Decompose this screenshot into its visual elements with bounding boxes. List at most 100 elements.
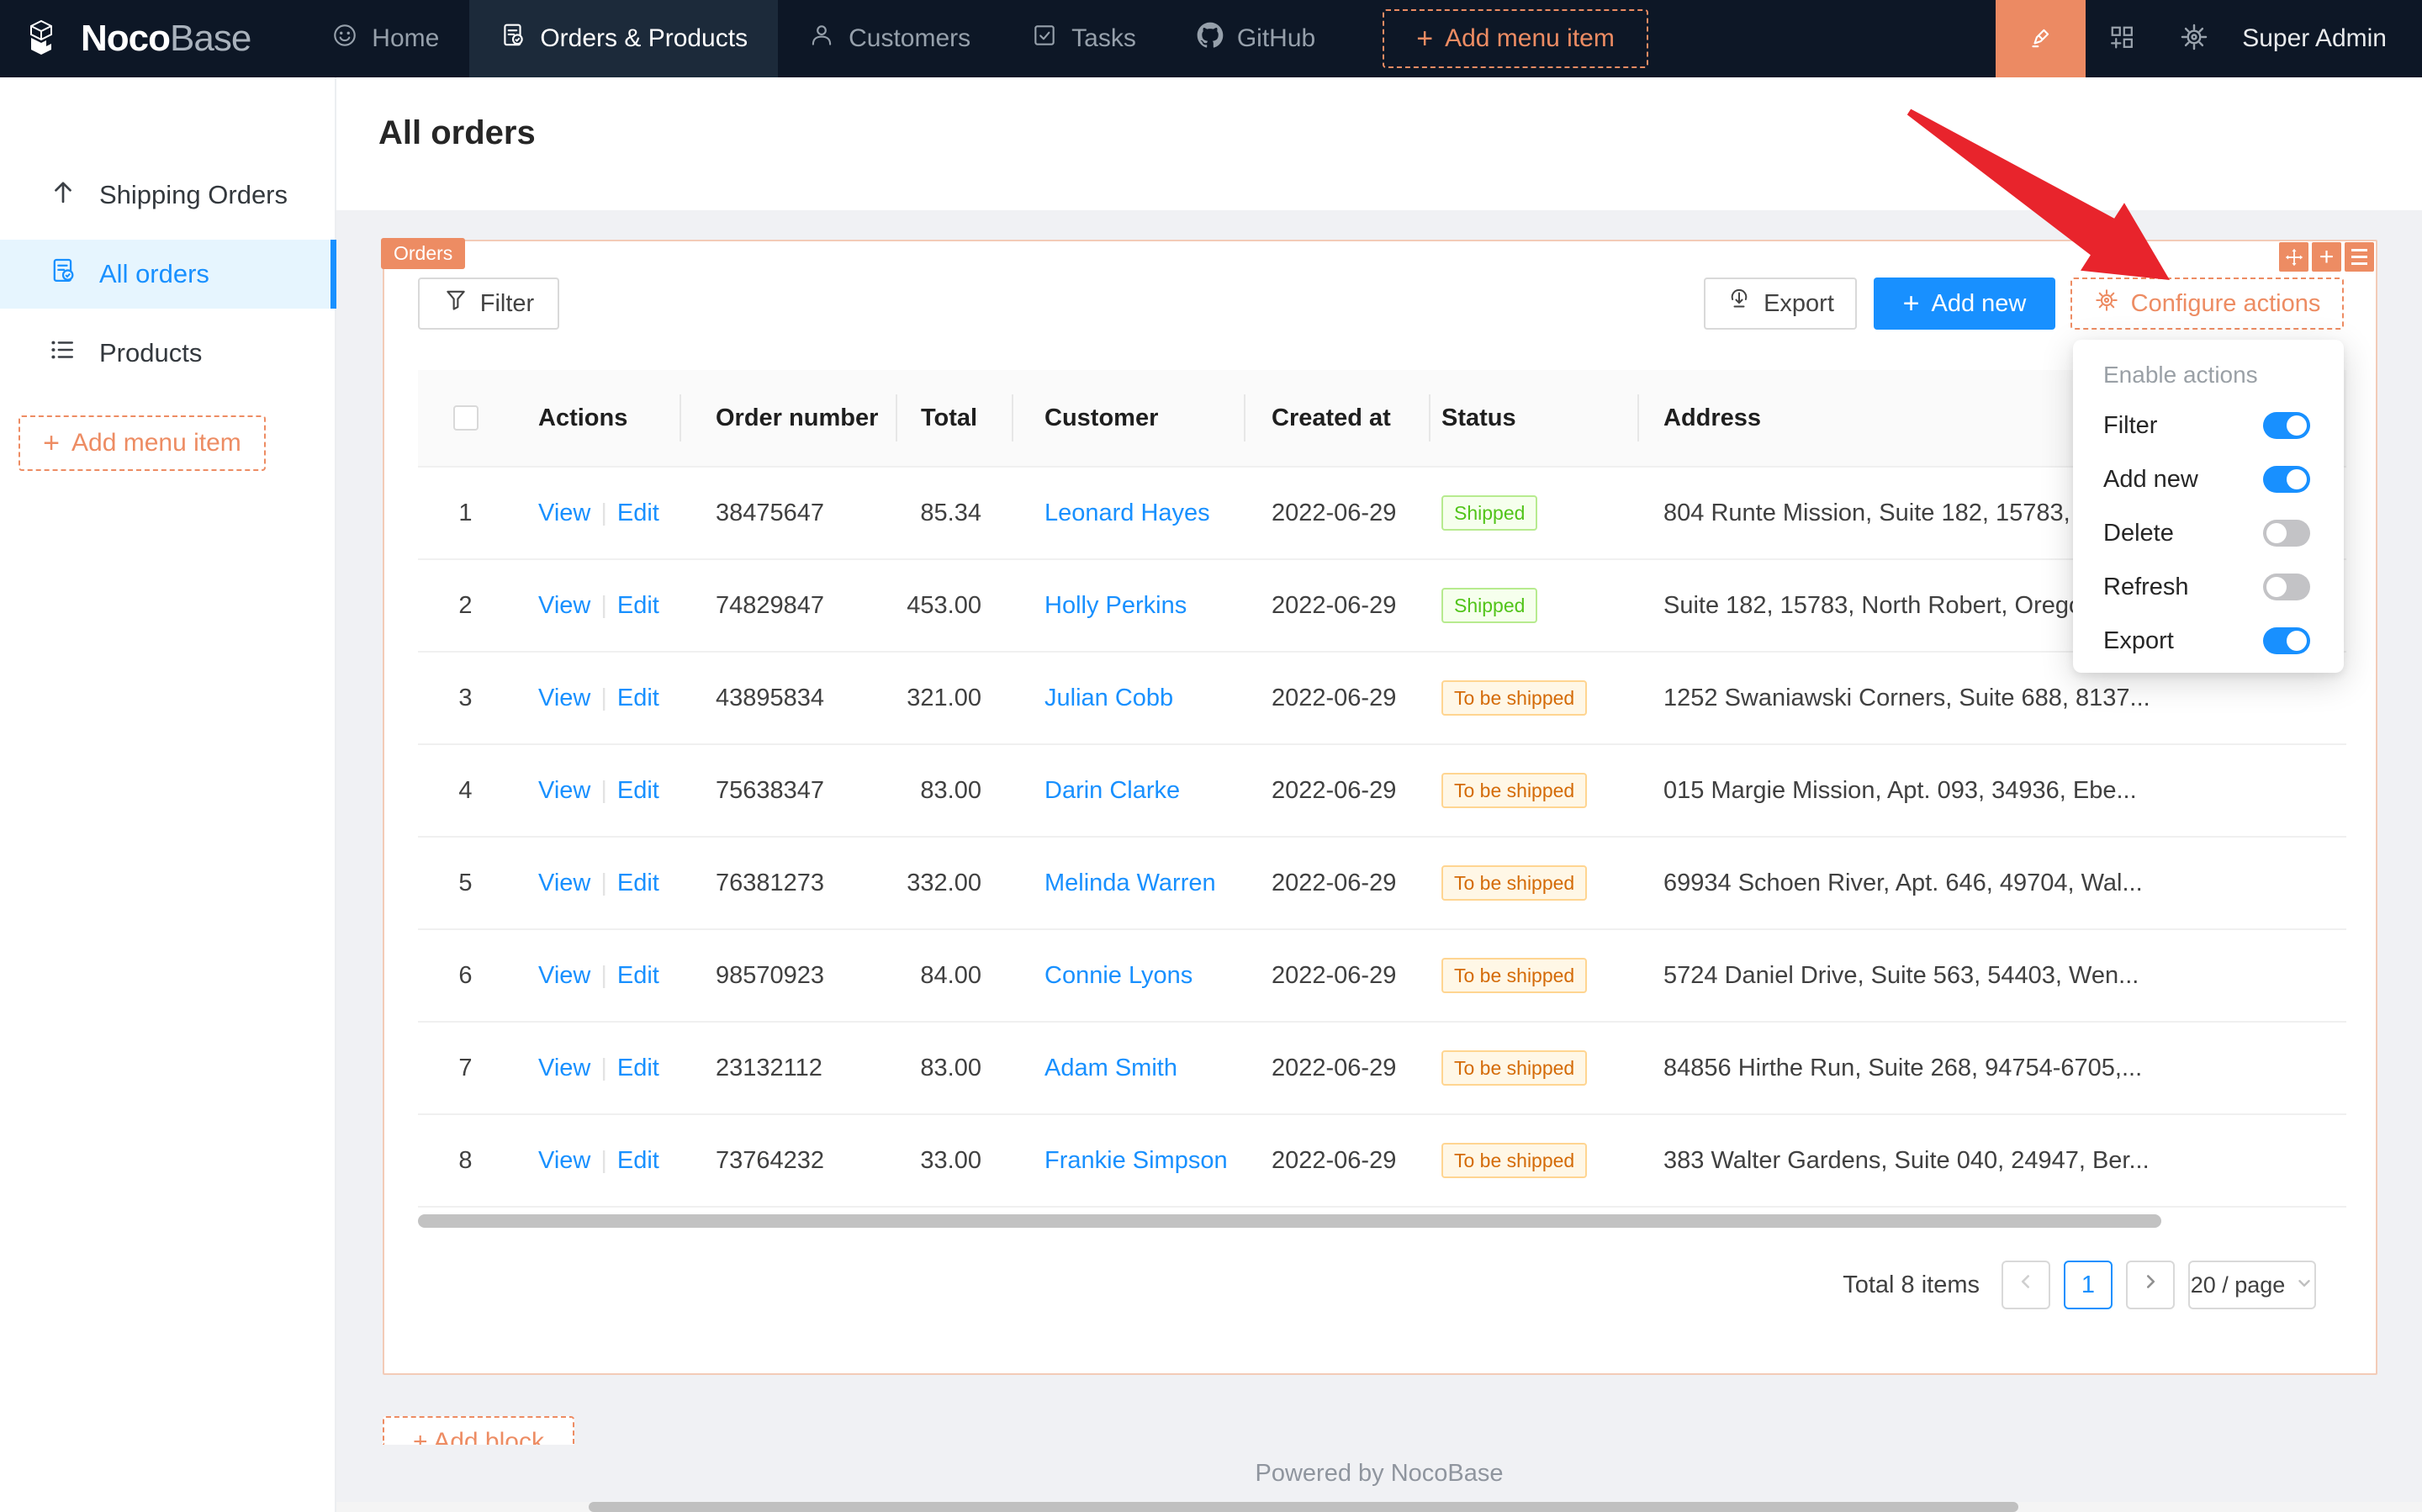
column-header-Total: Total bbox=[896, 391, 1012, 445]
customer-link[interactable]: Melinda Warren bbox=[1044, 870, 1216, 896]
table-row: 1View|Edit3847564785.34Leonard Hayes2022… bbox=[418, 468, 2346, 560]
sidebar-item-all-orders[interactable]: All orders bbox=[0, 240, 336, 309]
toggle-switch[interactable] bbox=[2263, 627, 2310, 654]
add-new-button[interactable]: + Add new bbox=[1874, 278, 2055, 330]
pagination-next-button[interactable] bbox=[2126, 1261, 2175, 1309]
nav-item-customers[interactable]: Customers bbox=[778, 0, 1001, 77]
filter-button[interactable]: Filter bbox=[418, 278, 559, 330]
cell-order-number: 38475647 bbox=[680, 500, 896, 527]
sidebar-add-menu-item-button[interactable]: + Add menu item bbox=[19, 415, 266, 471]
toggle-switch[interactable] bbox=[2263, 466, 2310, 493]
select-all-checkbox[interactable] bbox=[453, 405, 479, 431]
customer-link[interactable]: Leonard Hayes bbox=[1044, 500, 1210, 526]
customer-link[interactable]: Holly Perkins bbox=[1044, 592, 1187, 619]
plugin-manager-button[interactable] bbox=[2086, 0, 2158, 77]
drag-handle-icon[interactable] bbox=[2279, 242, 2308, 272]
cell-created-at: 2022-06-29 bbox=[1244, 592, 1429, 620]
toggle-switch[interactable] bbox=[2263, 412, 2310, 439]
smile-icon bbox=[331, 22, 358, 56]
dropdown-item-label: Add new bbox=[2103, 466, 2263, 494]
edit-link[interactable]: Edit bbox=[617, 962, 659, 989]
row-index: 4 bbox=[418, 777, 513, 805]
orders-table: ActionsOrder numberTotalCustomerCreated … bbox=[418, 370, 2346, 1208]
block-designer-toolbar: + bbox=[2279, 242, 2374, 272]
configure-actions-label: Configure actions bbox=[2131, 290, 2321, 318]
nav-item-label: Customers bbox=[849, 24, 970, 53]
view-link[interactable]: View bbox=[538, 962, 590, 989]
window-scrollbar-thumb[interactable] bbox=[589, 1502, 2018, 1512]
toggle-switch[interactable] bbox=[2263, 520, 2310, 547]
cell-total: 453.00 bbox=[896, 592, 1012, 620]
nav-item-github[interactable]: GitHub bbox=[1166, 0, 1346, 77]
customer-link[interactable]: Frankie Simpson bbox=[1044, 1147, 1228, 1174]
page-size-value: 20 / page bbox=[2191, 1272, 2286, 1298]
download-icon bbox=[1727, 288, 1752, 320]
customer-link[interactable]: Darin Clarke bbox=[1044, 777, 1180, 804]
plus-icon: + bbox=[1903, 289, 1920, 318]
brand-logo[interactable]: NocoBase bbox=[0, 0, 251, 77]
pagination-total: Total 8 items bbox=[1843, 1271, 1980, 1299]
view-link[interactable]: View bbox=[538, 777, 590, 804]
nav-item-home[interactable]: Home bbox=[301, 0, 469, 77]
plus-icon: + bbox=[43, 429, 60, 457]
nav-item-label: Orders & Products bbox=[540, 24, 748, 53]
view-link[interactable]: View bbox=[538, 592, 590, 619]
ui-editor-button[interactable] bbox=[1996, 0, 2086, 77]
add-new-button-label: Add new bbox=[1932, 290, 2027, 318]
table-row: 8View|Edit7376423233.00Frankie Simpson20… bbox=[418, 1115, 2346, 1208]
link-divider: | bbox=[600, 1055, 607, 1081]
table-scrollbar-thumb[interactable] bbox=[418, 1214, 2161, 1228]
user-menu[interactable]: Super Admin bbox=[2230, 24, 2422, 53]
nav-add-menu-item-button[interactable]: + Add menu item bbox=[1383, 9, 1648, 68]
customer-link[interactable]: Julian Cobb bbox=[1044, 685, 1173, 711]
sidebar-item-products[interactable]: Products bbox=[0, 319, 336, 388]
list-icon bbox=[49, 336, 77, 371]
edit-link[interactable]: Edit bbox=[617, 777, 659, 804]
add-block-label: + Add block bbox=[384, 1428, 573, 1445]
edit-link[interactable]: Edit bbox=[617, 500, 659, 526]
funnel-icon bbox=[443, 288, 468, 320]
view-link[interactable]: View bbox=[538, 1055, 590, 1081]
edit-link[interactable]: Edit bbox=[617, 1147, 659, 1174]
footer-powered-by: Powered by NocoBase bbox=[336, 1460, 2422, 1488]
table-row: 3View|Edit43895834321.00Julian Cobb2022-… bbox=[418, 653, 2346, 745]
settings-button[interactable] bbox=[2158, 0, 2230, 77]
view-link[interactable]: View bbox=[538, 870, 590, 896]
configure-actions-button[interactable]: Configure actions bbox=[2070, 278, 2344, 330]
edit-link[interactable]: Edit bbox=[617, 592, 659, 619]
block-menu-icon[interactable] bbox=[2345, 242, 2374, 272]
view-link[interactable]: View bbox=[538, 500, 590, 526]
export-button[interactable]: Export bbox=[1704, 278, 1857, 330]
dropdown-item-label: Refresh bbox=[2103, 574, 2263, 601]
add-block-icon[interactable]: + bbox=[2312, 242, 2341, 272]
add-block-button[interactable]: + Add block bbox=[383, 1416, 574, 1445]
row-actions: View|Edit bbox=[513, 685, 680, 712]
gear-icon bbox=[2094, 288, 2119, 320]
customer-link[interactable]: Adam Smith bbox=[1044, 1055, 1177, 1081]
grid-plus-icon bbox=[2107, 22, 2137, 56]
edit-link[interactable]: Edit bbox=[617, 685, 659, 711]
sidebar-item-shipping-orders[interactable]: Shipping Orders bbox=[0, 161, 336, 230]
pagination-page-1[interactable]: 1 bbox=[2064, 1261, 2113, 1309]
check-square-icon bbox=[1031, 22, 1058, 56]
nav-item-tasks[interactable]: Tasks bbox=[1001, 0, 1166, 77]
toggle-switch[interactable] bbox=[2263, 574, 2310, 600]
nocobase-logo-icon bbox=[29, 18, 67, 61]
dropdown-item-export: Export bbox=[2073, 614, 2344, 668]
row-index: 2 bbox=[418, 592, 513, 620]
column-header-Order number: Order number bbox=[680, 391, 896, 445]
page-size-select[interactable]: 20 / page bbox=[2188, 1261, 2316, 1309]
nav-item-orders-products[interactable]: Orders & Products bbox=[469, 0, 778, 77]
view-link[interactable]: View bbox=[538, 1147, 590, 1174]
cell-customer: Julian Cobb bbox=[1012, 685, 1244, 712]
chevron-right-icon bbox=[2139, 1271, 2161, 1299]
pagination-prev-button[interactable] bbox=[2002, 1261, 2050, 1309]
cell-customer: Leonard Hayes bbox=[1012, 500, 1244, 527]
view-link[interactable]: View bbox=[538, 685, 590, 711]
edit-link[interactable]: Edit bbox=[617, 870, 659, 896]
edit-link[interactable]: Edit bbox=[617, 1055, 659, 1081]
file-done-icon bbox=[49, 256, 77, 292]
dropdown-item-label: Filter bbox=[2103, 412, 2263, 440]
dropdown-item-label: Delete bbox=[2103, 520, 2263, 547]
customer-link[interactable]: Connie Lyons bbox=[1044, 962, 1192, 989]
